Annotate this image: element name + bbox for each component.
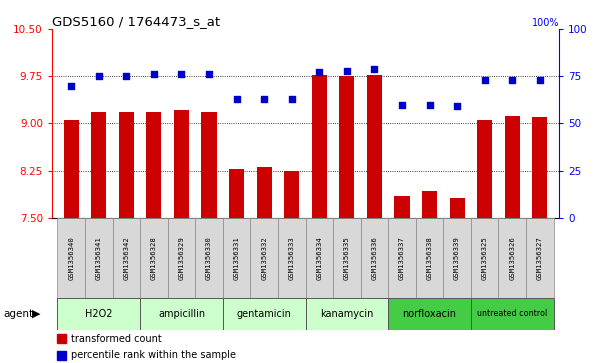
Bar	[85, 218, 112, 298]
Bar	[505, 116, 520, 218]
Point	[177, 72, 186, 77]
Text: GSM1356325: GSM1356325	[481, 236, 488, 280]
Point	[535, 77, 544, 83]
Bar	[64, 120, 79, 218]
Bar	[202, 112, 217, 218]
Text: GDS5160 / 1764473_s_at: GDS5160 / 1764473_s_at	[52, 15, 220, 28]
Text: gentamicin: gentamicin	[236, 309, 291, 319]
Point	[204, 72, 214, 77]
Point	[287, 96, 296, 102]
Bar	[223, 218, 251, 298]
Text: GSM1356338: GSM1356338	[426, 236, 433, 280]
Bar	[450, 198, 465, 218]
Bar	[477, 120, 492, 218]
Bar	[360, 218, 388, 298]
Bar	[57, 298, 140, 330]
Bar	[306, 298, 388, 330]
Bar	[223, 298, 306, 330]
Point	[397, 102, 407, 107]
Text: 100%: 100%	[532, 18, 559, 28]
Bar	[257, 167, 272, 218]
Text: GSM1356331: GSM1356331	[233, 236, 240, 280]
Bar	[333, 218, 360, 298]
Point	[342, 68, 352, 73]
Text: GSM1356342: GSM1356342	[123, 236, 130, 280]
Text: GSM1356334: GSM1356334	[316, 236, 322, 280]
Text: GSM1356327: GSM1356327	[537, 236, 543, 280]
Text: ampicillin: ampicillin	[158, 309, 205, 319]
Point	[122, 73, 131, 79]
Bar	[499, 218, 526, 298]
Bar	[422, 191, 437, 218]
Bar	[119, 112, 134, 218]
Bar	[57, 218, 85, 298]
Text: transformed count: transformed count	[71, 334, 162, 344]
Point	[67, 83, 76, 89]
Bar	[415, 218, 444, 298]
Text: GSM1356329: GSM1356329	[178, 236, 185, 280]
Point	[480, 77, 489, 83]
Bar	[284, 171, 299, 218]
Bar	[196, 218, 223, 298]
Point	[425, 102, 434, 107]
Bar	[278, 218, 306, 298]
Bar	[394, 196, 409, 218]
Bar	[339, 76, 354, 218]
Bar	[57, 334, 66, 343]
Text: GSM1356341: GSM1356341	[96, 236, 102, 280]
Text: GSM1356336: GSM1356336	[371, 236, 378, 280]
Point	[232, 96, 241, 102]
Text: GSM1356333: GSM1356333	[289, 236, 295, 280]
Text: untreated control: untreated control	[477, 310, 547, 318]
Text: GSM1356337: GSM1356337	[399, 236, 405, 280]
Point	[507, 77, 517, 83]
Text: ▶: ▶	[32, 309, 41, 319]
Bar	[444, 218, 471, 298]
Bar	[388, 218, 415, 298]
Bar	[312, 75, 327, 218]
Text: GSM1356328: GSM1356328	[151, 236, 157, 280]
Point	[315, 70, 324, 76]
Bar	[471, 298, 554, 330]
Text: GSM1356332: GSM1356332	[261, 236, 267, 280]
Text: GSM1356326: GSM1356326	[509, 236, 515, 280]
Bar	[174, 110, 189, 218]
Text: kanamycin: kanamycin	[320, 309, 373, 319]
Point	[149, 72, 159, 77]
Point	[370, 66, 379, 72]
Bar	[367, 75, 382, 218]
Bar	[146, 112, 161, 218]
Bar	[306, 218, 333, 298]
Bar	[57, 351, 66, 360]
Text: GSM1356340: GSM1356340	[68, 236, 74, 280]
Point	[452, 103, 462, 109]
Bar	[388, 298, 471, 330]
Text: GSM1356339: GSM1356339	[454, 236, 460, 280]
Bar	[112, 218, 140, 298]
Bar	[251, 218, 278, 298]
Bar	[532, 117, 547, 218]
Bar	[526, 218, 554, 298]
Bar	[167, 218, 196, 298]
Text: norfloxacin: norfloxacin	[403, 309, 456, 319]
Bar	[140, 218, 167, 298]
Bar	[471, 218, 499, 298]
Point	[259, 96, 269, 102]
Text: GSM1356335: GSM1356335	[344, 236, 350, 280]
Point	[94, 73, 104, 79]
Bar	[91, 112, 106, 218]
Text: H2O2: H2O2	[85, 309, 112, 319]
Text: agent: agent	[3, 309, 33, 319]
Text: percentile rank within the sample: percentile rank within the sample	[71, 350, 236, 360]
Bar	[229, 169, 244, 218]
Text: GSM1356330: GSM1356330	[206, 236, 212, 280]
Bar	[140, 298, 223, 330]
